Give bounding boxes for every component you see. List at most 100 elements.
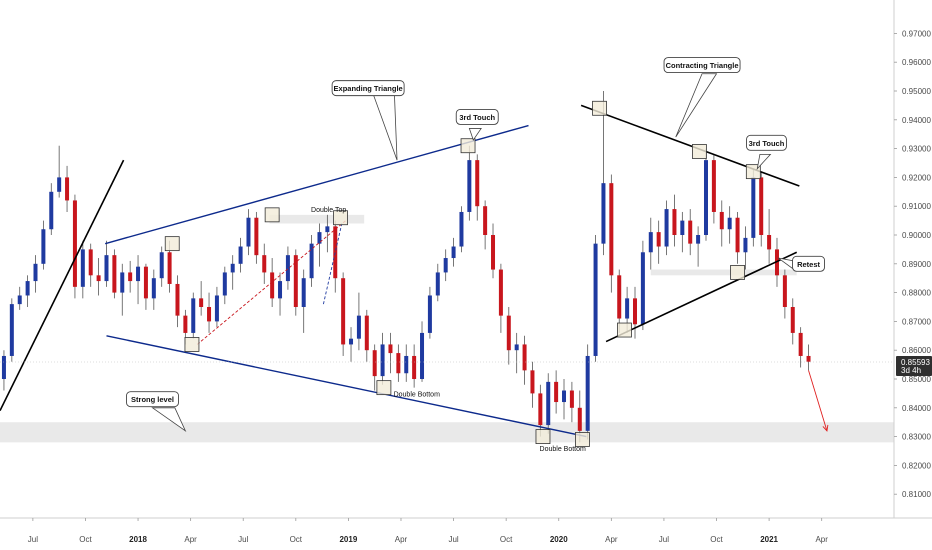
candle	[301, 269, 306, 333]
callout-expanding-triangle: Expanding Triangle	[331, 80, 405, 161]
candle-body	[790, 307, 795, 333]
candle	[317, 223, 322, 267]
current-price-tag: 0.85593 3d 4h	[896, 356, 932, 377]
candle	[782, 269, 787, 319]
touch-box-12	[730, 265, 745, 280]
candle	[412, 344, 417, 388]
candle-body	[120, 272, 125, 293]
candle-body	[435, 272, 440, 296]
candle	[199, 281, 204, 316]
candle	[593, 235, 598, 362]
candle	[356, 292, 361, 351]
candle	[278, 272, 283, 316]
candle-body	[664, 209, 669, 247]
candles-layer	[1, 91, 811, 443]
candle	[735, 211, 740, 264]
candle	[333, 220, 338, 293]
candle-body	[475, 160, 480, 207]
candle	[293, 249, 298, 316]
candle	[435, 263, 440, 302]
candle-body	[278, 281, 283, 299]
candle	[214, 286, 219, 328]
candle	[443, 249, 448, 282]
time-tick-label: Apr	[605, 535, 618, 544]
candle	[222, 266, 227, 305]
candle	[388, 332, 393, 374]
touch-box-7	[535, 429, 551, 445]
callout-strong-level-label: Strong level	[131, 395, 174, 404]
candle	[41, 220, 46, 270]
candle-body	[175, 283, 180, 316]
callout-retest-label: Retest	[797, 260, 820, 269]
candle	[9, 298, 14, 362]
candle	[554, 370, 559, 414]
candle	[420, 321, 425, 382]
candle-body	[112, 255, 117, 293]
double-top-zone	[269, 214, 365, 224]
touch-box-9	[592, 100, 607, 116]
touch-box-5	[376, 380, 392, 396]
candle-body	[522, 344, 527, 371]
price-tick-label: 0.92000	[902, 173, 931, 182]
candle	[262, 243, 267, 284]
candle-body	[727, 217, 732, 230]
price-tick-label: 0.96000	[902, 58, 931, 67]
candle-body	[759, 177, 764, 235]
contracting-upper-line	[580, 104, 800, 187]
candle	[498, 263, 503, 333]
candle	[396, 344, 401, 382]
candle-body	[143, 266, 148, 299]
candle-body	[222, 272, 227, 296]
candle-body	[159, 252, 164, 279]
candle	[617, 269, 622, 333]
candle-body	[254, 217, 259, 256]
candle-body	[585, 355, 590, 431]
touch-box-1	[164, 236, 180, 252]
candle-body	[341, 278, 346, 345]
candle	[569, 381, 574, 423]
candle-body	[640, 252, 645, 325]
candle	[688, 209, 693, 256]
candle-body	[199, 298, 204, 307]
time-tick-label: 2020	[550, 535, 568, 544]
callout-contracting-triangle: Contracting Triangle	[663, 57, 741, 138]
candle-body	[459, 211, 464, 247]
candle-body	[506, 315, 511, 351]
candle-body	[680, 220, 685, 235]
candle-body	[356, 315, 361, 339]
candle	[790, 298, 795, 345]
candle	[175, 275, 180, 328]
time-tick-label: 2019	[339, 535, 357, 544]
candle-body	[33, 263, 38, 282]
candle	[17, 286, 22, 310]
candle	[238, 237, 243, 273]
price-tick-label: 0.95000	[902, 87, 931, 96]
callout-3rd-touch-2-pointer	[756, 153, 772, 171]
candle-body	[372, 350, 377, 377]
candle-body	[491, 235, 496, 270]
candle	[546, 373, 551, 434]
candle-body	[230, 263, 235, 273]
candle	[349, 327, 354, 362]
candle	[530, 361, 535, 408]
contracting-lower-line	[605, 251, 798, 343]
candle-body	[735, 217, 740, 253]
price-axis[interactable]: 0.97000 0.96000 0.95000 0.94000 0.93000 0.920…	[894, 29, 931, 499]
price-tick-label: 0.97000	[902, 29, 931, 38]
candle	[341, 272, 346, 356]
candle	[88, 243, 93, 287]
candle	[798, 327, 803, 368]
time-axis[interactable]: Jul Oct 2018 Apr Jul Oct 2019 Apr Jul Oct 2020 Apr J…	[28, 518, 828, 544]
candle	[585, 344, 590, 440]
time-tick-label: Apr	[815, 535, 828, 544]
candle	[404, 344, 409, 382]
candle-body	[569, 390, 574, 408]
candle	[703, 148, 708, 241]
candle	[475, 154, 480, 221]
candle	[128, 260, 133, 293]
early-uptrend-line	[0, 159, 125, 412]
candle-body	[546, 381, 551, 426]
candle	[648, 217, 653, 270]
projection-arrow-shaft	[808, 370, 828, 431]
